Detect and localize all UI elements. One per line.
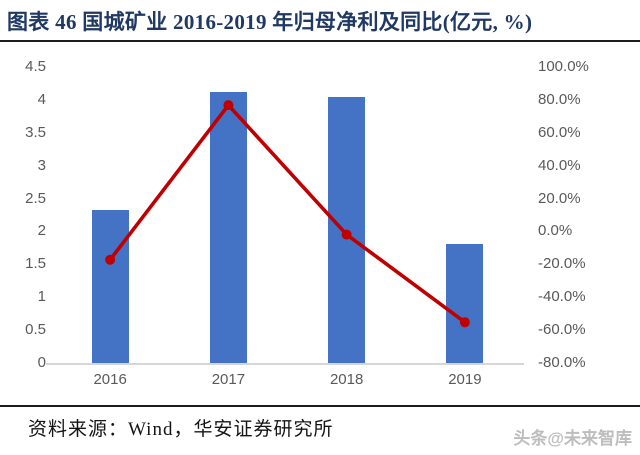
bar-2018 (328, 97, 366, 363)
left-axis-tick-label: 3.5 (25, 123, 46, 141)
left-axis-tick-label: 2 (37, 222, 46, 240)
figure-title: 图表 46 国城矿业 2016-2019 年归母净利及同比(亿元, %) (7, 10, 533, 34)
x-axis-label-2018: 2018 (329, 371, 364, 388)
yoy-line (108, 103, 466, 324)
bar-2019 (446, 243, 484, 363)
x-axis-line (46, 363, 524, 365)
x-axis-label-2019: 2019 (448, 371, 482, 388)
left-axis-tick-label: 4.5 (25, 58, 46, 75)
right-axis-tick-label: -20.0% (538, 255, 586, 273)
left-axis-tick-label: 0 (37, 354, 46, 371)
watermark: 头条@未来智库 (513, 429, 632, 448)
left-axis-tick-label: 0.5 (25, 321, 46, 339)
right-axis-tick-label: 80.0% (538, 90, 581, 108)
right-axis-tick-label: -80.0% (538, 354, 586, 371)
footer-divider (0, 405, 640, 407)
source-note: 资料来源：Wind，华安证券研究所 (28, 419, 334, 440)
right-axis-tick-label: -40.0% (538, 288, 586, 306)
right-axis-tick-label: 20.0% (538, 189, 581, 207)
bar-2016 (91, 209, 129, 363)
right-axis-tick-label: 60.0% (538, 123, 581, 141)
title-underline (0, 40, 640, 42)
left-axis-tick-label: 1.5 (25, 255, 46, 273)
left-axis-tick-label: 2.5 (25, 189, 46, 207)
right-axis-tick-label: -60.0% (538, 321, 586, 339)
right-axis-tick-label: 100.0% (538, 58, 589, 75)
x-axis-label-2017: 2017 (211, 371, 246, 388)
chart-area: 4.5 4 3.5 3 2.5 2 1.5 1 0.5 0 100.0% 80.0% 60.0% 40.… (0, 41, 640, 405)
right-axis-tick-label: 0.0% (538, 222, 573, 240)
left-axis-tick-label: 3 (37, 156, 46, 174)
x-axis-label-2016: 2016 (93, 371, 127, 388)
left-axis-tick-label: 1 (37, 288, 46, 306)
left-axis-tick-label: 4 (37, 90, 46, 108)
bar-2017 (209, 91, 247, 363)
right-axis-tick-label: 40.0% (538, 156, 581, 174)
